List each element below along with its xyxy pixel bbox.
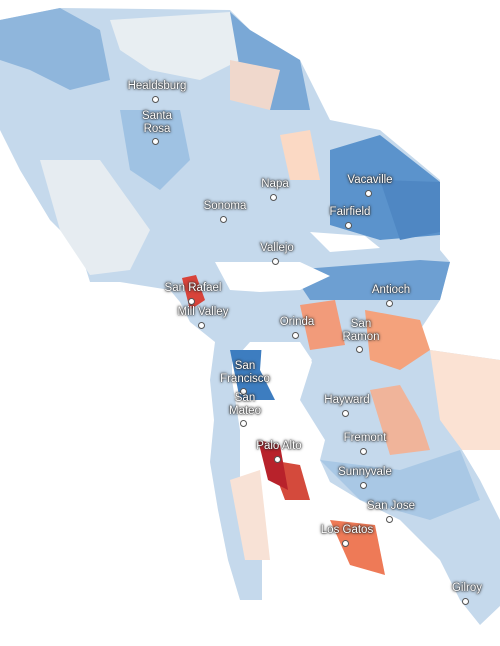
place-marker	[356, 346, 363, 353]
place-marker	[240, 388, 247, 395]
region	[110, 12, 240, 80]
place-marker	[274, 456, 281, 463]
place-label: San Jose	[367, 500, 415, 512]
place-marker	[360, 448, 367, 455]
region	[230, 60, 280, 110]
bay-water	[215, 262, 330, 292]
place-marker	[270, 194, 277, 201]
place-marker	[342, 410, 349, 417]
region	[430, 350, 500, 450]
place-label: Fremont	[343, 432, 387, 444]
place-marker	[386, 300, 393, 307]
place-label: San Mateo	[229, 392, 261, 417]
region	[230, 470, 270, 560]
place-label: Sonoma	[203, 200, 247, 212]
region	[230, 12, 310, 110]
place-label: Fairfield	[329, 206, 371, 218]
region	[320, 450, 480, 520]
place-label: Orinda	[279, 316, 315, 328]
region	[370, 385, 430, 455]
place-label: Gilroy	[451, 582, 483, 594]
place-label: San Francisco	[220, 360, 270, 385]
place-label: Sunnyvale	[338, 466, 392, 478]
bay-water	[310, 232, 380, 252]
place-marker	[272, 258, 279, 265]
place-marker	[152, 138, 159, 145]
place-marker	[220, 216, 227, 223]
bay-water	[260, 342, 325, 460]
place-marker	[345, 222, 352, 229]
place-label: Vallejo	[260, 242, 294, 254]
place-label: Palo Alto	[256, 440, 302, 452]
place-label: San Rafael	[164, 282, 222, 294]
place-marker	[240, 420, 247, 427]
place-label: Santa Rosa	[141, 110, 173, 135]
region	[120, 110, 190, 190]
place-label: Los Gatos	[320, 524, 374, 536]
place-label: Mill Valley	[177, 306, 229, 318]
place-label: Vacaville	[347, 174, 393, 186]
place-label: Antioch	[371, 284, 411, 296]
place-marker	[386, 516, 393, 523]
place-label: Napa	[261, 178, 289, 190]
region	[300, 300, 345, 350]
region	[365, 310, 430, 370]
place-label: Healdsburg	[127, 80, 187, 92]
place-marker	[188, 298, 195, 305]
region	[0, 8, 110, 90]
region	[330, 520, 385, 575]
region	[280, 130, 320, 180]
place-marker	[462, 598, 469, 605]
place-marker	[152, 96, 159, 103]
place-marker	[342, 540, 349, 547]
region	[258, 440, 288, 490]
place-marker	[292, 332, 299, 339]
place-label: San Ramon	[342, 318, 380, 343]
place-marker	[198, 322, 205, 329]
place-marker	[360, 482, 367, 489]
region	[182, 275, 205, 310]
place-label: Hayward	[324, 394, 370, 406]
region	[40, 160, 150, 275]
place-marker	[365, 190, 372, 197]
region	[290, 260, 450, 300]
region	[380, 180, 440, 240]
